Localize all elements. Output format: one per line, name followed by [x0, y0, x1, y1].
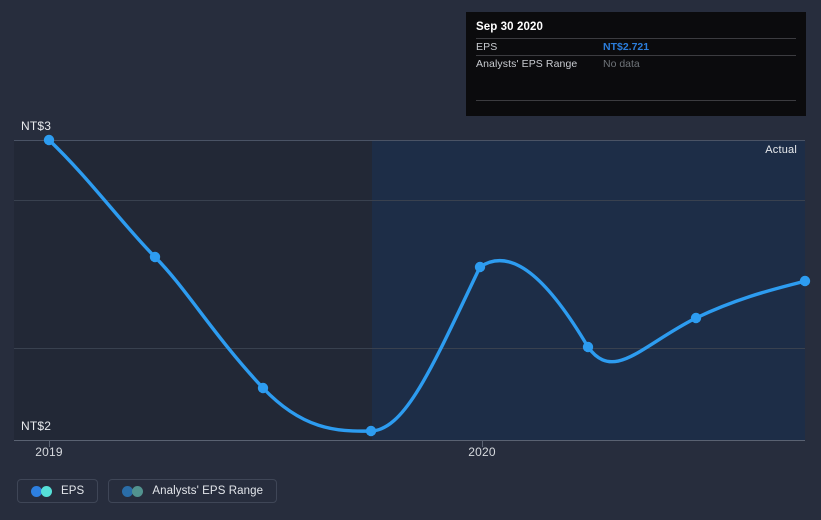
eps-line-path [47, 138, 807, 433]
historical-band [14, 140, 372, 440]
analysts-range-swatch-icon [122, 485, 144, 497]
eps-series-svg [43, 134, 811, 437]
chart-tooltip: Sep 30 2020 EPS NT$2.721 Analysts' EPS R… [466, 12, 806, 116]
legend-item-analysts-eps-range[interactable]: Analysts' EPS Range [108, 479, 278, 503]
x-axis-line [14, 440, 805, 441]
x-axis-label-2020: 2020 [468, 445, 496, 459]
legend-item-label: Analysts' EPS Range [152, 485, 264, 497]
tooltip-row-eps: EPS NT$2.721 [476, 38, 796, 55]
gridline-mid-2 [14, 348, 805, 349]
actual-annotation: Actual [765, 144, 797, 156]
data-point[interactable] [43, 134, 55, 146]
data-point[interactable] [582, 341, 594, 353]
y-axis-label-top: NT$3 [21, 119, 52, 133]
tooltip-value: No data [603, 58, 640, 70]
gridline-top [14, 140, 805, 141]
eps-swatch-icon [31, 485, 52, 497]
tooltip-title: Sep 30 2020 [476, 21, 543, 33]
forecast-band [372, 140, 805, 440]
tooltip-row-analysts-range: Analysts' EPS Range No data [476, 55, 796, 72]
x-tick-mark-2019 [49, 441, 50, 447]
plot-area: Actual [14, 134, 811, 441]
legend-item-eps[interactable]: EPS [17, 479, 99, 503]
tooltip-key: Analysts' EPS Range [476, 58, 578, 70]
legend-item-label: EPS [61, 485, 85, 497]
x-axis-label-2019: 2019 [35, 445, 63, 459]
tooltip-value: NT$2.721 [603, 41, 650, 53]
chart-legend: EPS Analysts' EPS Range [17, 479, 278, 503]
tooltip-footer-divider [476, 100, 796, 101]
tooltip-spacer [476, 72, 796, 100]
data-point[interactable] [149, 251, 161, 263]
x-tick-mark-2020 [482, 441, 483, 447]
data-point[interactable] [257, 382, 269, 394]
gridline-mid-1 [14, 200, 805, 201]
data-point[interactable] [799, 275, 811, 287]
data-point[interactable] [365, 425, 377, 437]
data-point[interactable] [474, 261, 486, 273]
eps-data-points [43, 134, 811, 437]
tooltip-key: EPS [476, 41, 498, 53]
y-axis-label-bottom: NT$2 [21, 419, 52, 433]
data-point[interactable] [690, 312, 702, 324]
